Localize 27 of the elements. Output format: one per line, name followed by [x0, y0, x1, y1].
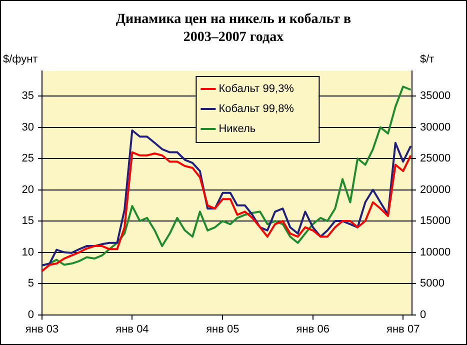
- y2-tick-label: 35000: [420, 90, 451, 102]
- y2-tick-label: 5000: [420, 278, 444, 290]
- y2-axis-title: $/т: [420, 54, 434, 66]
- legend-label: Кобальт 99,3%: [218, 83, 294, 96]
- y2-tick-label: 10000: [420, 246, 451, 258]
- y2-tick-label: 15000: [420, 215, 451, 228]
- x-tick-label: янв 05: [206, 323, 240, 336]
- y-tick-label: 5: [28, 278, 34, 290]
- y-axis-title: $/фунт: [3, 54, 38, 66]
- x-tick-label: янв 07: [386, 323, 420, 336]
- x-tick-label: янв 06: [296, 323, 330, 336]
- y-tick-label: 10: [22, 246, 34, 258]
- x-tick-label: янв 03: [25, 323, 59, 336]
- y-tick-label: 35: [22, 90, 34, 102]
- y2-tick-label: 30000: [420, 121, 451, 134]
- y2-tick-label: 0: [420, 308, 426, 321]
- y-tick-label: 20: [22, 184, 34, 196]
- y-tick-label: 30: [22, 121, 34, 134]
- y2-tick-label: 25000: [420, 152, 451, 165]
- y-tick-label: 15: [22, 215, 34, 228]
- y2-tick-label: 20000: [420, 184, 451, 196]
- x-tick-label: янв 04: [116, 323, 149, 336]
- legend-label: Кобальт 99,8%: [218, 103, 294, 116]
- chart-title: Динамика цен на никель и кобальт в 2003–2007 годах: [114, 11, 352, 47]
- y-tick-label: 0: [28, 308, 34, 321]
- legend-label: Никель: [218, 123, 256, 136]
- y-tick-label: 25: [22, 152, 34, 165]
